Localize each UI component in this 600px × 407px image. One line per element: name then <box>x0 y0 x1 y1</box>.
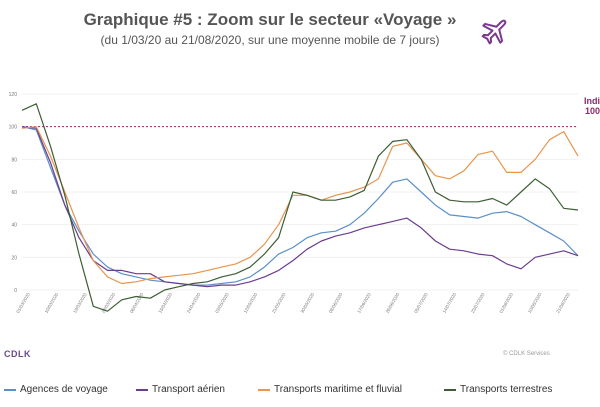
legend-swatch-maritime <box>258 388 270 391</box>
x-tick-label: 05/07/2020 <box>413 292 429 314</box>
x-tick-label: 10/03/2020 <box>44 292 60 314</box>
x-axis: 01/03/2020 10/03/2020 19/03/2020 28/03/2020… <box>15 292 571 314</box>
x-tick-label: 21/05/2020 <box>271 292 287 314</box>
y-axis: 0 20 40 60 80 100 120 <box>9 92 18 294</box>
y-tick-label: 120 <box>9 92 18 98</box>
series-line-2 <box>21 126 579 285</box>
y-tick-label: 40 <box>11 223 17 229</box>
x-tick-label: 19/03/2020 <box>72 292 88 314</box>
legend-label-terrestres: Transports terrestres <box>460 384 553 395</box>
x-tick-label: 06/04/2020 <box>129 292 145 314</box>
legend-label-maritime: Transports maritime et fluvial <box>274 384 402 395</box>
x-tick-label: 30/05/2020 <box>299 292 315 314</box>
legend-item-aerien: Transport aérien <box>136 384 225 395</box>
legend-item-terrestres: Transports terrestres <box>444 384 552 395</box>
x-tick-label: 23/07/2020 <box>470 292 486 314</box>
legend-item-maritime: Transports maritime et fluvial <box>258 384 402 395</box>
x-tick-label: 01/03/2020 <box>15 292 31 314</box>
airplane-icon <box>481 19 507 45</box>
legend-item-agences: Agences de voyage <box>4 384 108 395</box>
y-tick-label: 80 <box>11 157 17 163</box>
copyright-text: © CDLK Services <box>503 351 550 357</box>
x-tick-label: 12/05/2020 <box>243 292 259 314</box>
x-tick-label: 21/08/2020 <box>555 292 571 314</box>
x-tick-label: 08/06/2020 <box>328 292 344 314</box>
brand-logo: CDLK <box>4 349 31 359</box>
legend-swatch-agences <box>4 388 16 391</box>
x-tick-label: 26/06/2020 <box>385 292 401 314</box>
reference-label-line1: Indi <box>584 96 600 106</box>
y-tick-label: 60 <box>11 190 17 196</box>
x-tick-label: 10/08/2020 <box>527 292 543 314</box>
chart-legend: Agences de voyage Transport aérien Trans… <box>0 384 600 402</box>
chart-grid <box>22 93 578 291</box>
x-tick-label: 14/07/2020 <box>442 292 458 314</box>
legend-swatch-aerien <box>136 388 148 391</box>
legend-label-aerien: Transport aérien <box>152 384 225 395</box>
chart-title: Graphique #5 : Zoom sur le secteur «Voya… <box>83 10 457 29</box>
series-line-0 <box>21 126 579 286</box>
series-lines <box>21 103 579 312</box>
x-tick-label: 17/06/2020 <box>356 292 372 314</box>
reference-label-line2: 100 <box>584 106 600 116</box>
series-line-1 <box>21 126 579 288</box>
legend-swatch-terrestres <box>444 388 456 391</box>
x-tick-label: 01/08/2020 <box>498 292 514 314</box>
legend-label-agences: Agences de voyage <box>20 384 108 395</box>
y-tick-label: 20 <box>11 255 17 261</box>
x-tick-label: 15/04/2020 <box>157 292 173 314</box>
x-tick-label: 03/05/2020 <box>214 292 230 314</box>
chart-subtitle: (du 1/03/20 au 21/08/2020, sur une moyen… <box>100 33 440 47</box>
y-tick-label: 100 <box>9 125 18 131</box>
reference-label: Indi 100 <box>572 96 600 116</box>
series-line-3 <box>21 103 579 312</box>
line-chart: 0 20 40 60 80 100 120 01/03/2020 10/03/2020 19/0… <box>9 92 579 314</box>
y-tick-label: 0 <box>14 288 17 294</box>
x-tick-label: 24/04/2020 <box>186 292 202 314</box>
